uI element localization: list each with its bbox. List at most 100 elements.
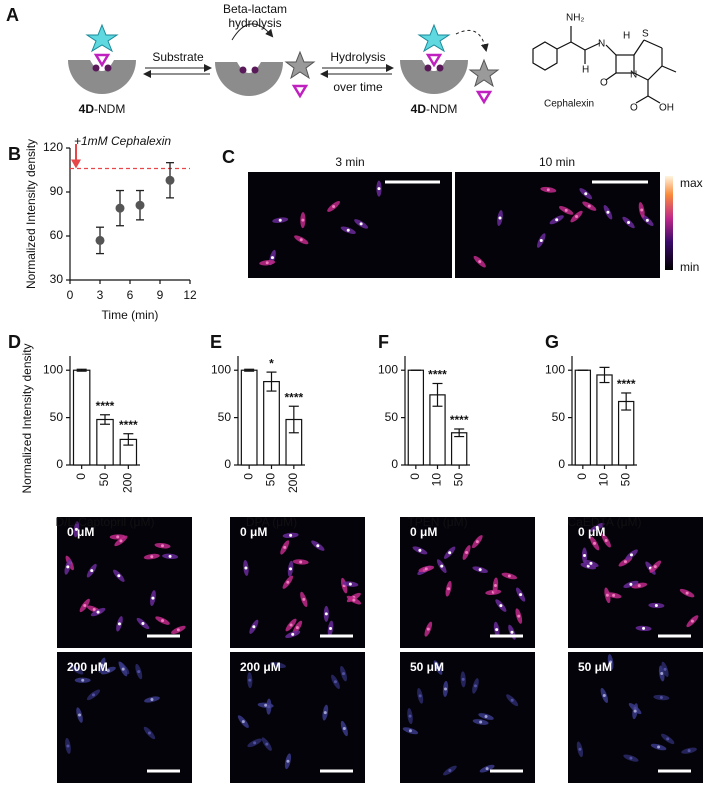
atom: N bbox=[630, 70, 637, 81]
cell-spot bbox=[324, 612, 328, 616]
x-tick-label: 200 bbox=[286, 473, 300, 493]
micrograph bbox=[455, 172, 660, 278]
enzyme-label-rest: -NDM bbox=[94, 102, 125, 116]
micrograph bbox=[248, 172, 452, 278]
cell-spot bbox=[595, 525, 599, 529]
cell-spot bbox=[90, 569, 94, 573]
cell-spot bbox=[346, 228, 350, 232]
cell-spot bbox=[584, 192, 588, 196]
cell-spot bbox=[74, 527, 78, 531]
panel-label: F bbox=[378, 332, 389, 352]
arrow-label: Beta-lactam bbox=[223, 2, 287, 16]
x-axis-label: TPEN (μM) bbox=[407, 515, 467, 529]
x-tick-label: 6 bbox=[127, 288, 134, 302]
cell-spot bbox=[654, 604, 658, 608]
enzyme bbox=[400, 23, 500, 105]
cell-spot bbox=[161, 544, 165, 548]
x-tick-label: 12 bbox=[183, 288, 197, 302]
cell-spot bbox=[276, 663, 280, 667]
cell-spot bbox=[83, 603, 87, 607]
cell-spot bbox=[461, 677, 465, 681]
cell-spot bbox=[478, 260, 482, 264]
enzyme bbox=[215, 62, 283, 96]
enzyme-label: 4D-NDM bbox=[79, 102, 126, 116]
cell-spot bbox=[352, 598, 356, 602]
cell-spot bbox=[609, 660, 613, 664]
cell-spot bbox=[377, 187, 381, 191]
enzyme-label-bold: 4D bbox=[79, 102, 95, 116]
product bbox=[284, 50, 316, 99]
bar bbox=[407, 369, 425, 466]
cell-spot bbox=[151, 596, 155, 600]
cell-spot bbox=[119, 539, 123, 543]
cell-spot bbox=[286, 580, 290, 584]
x-axis-label: Time (min) bbox=[102, 308, 159, 322]
cell-spot bbox=[448, 768, 452, 772]
cell-spot bbox=[685, 591, 689, 595]
cell-spot bbox=[555, 218, 559, 222]
cell-spot bbox=[75, 668, 79, 672]
cell-spot bbox=[81, 678, 85, 682]
cell-spot bbox=[348, 582, 352, 586]
cell-spot bbox=[640, 208, 644, 212]
cell-spot bbox=[690, 619, 694, 623]
cell-spot bbox=[137, 670, 141, 674]
atom: H bbox=[623, 31, 630, 42]
cell-spot bbox=[498, 216, 502, 220]
image-title: 3 min bbox=[335, 155, 364, 169]
image-background bbox=[400, 652, 535, 783]
point bbox=[115, 203, 125, 213]
significance: * bbox=[269, 356, 274, 370]
cell-spot bbox=[575, 215, 579, 219]
significance: **** bbox=[617, 377, 636, 391]
image-label: 200 μM bbox=[67, 660, 108, 674]
panel-label: G bbox=[545, 332, 559, 352]
y-tick-label: 100 bbox=[378, 362, 398, 376]
enzyme-label-rest: -NDM bbox=[426, 102, 457, 116]
y-tick-label: 30 bbox=[50, 272, 64, 286]
y-tick-label: 120 bbox=[43, 140, 63, 154]
micrograph bbox=[230, 517, 365, 648]
cell-spot bbox=[100, 663, 104, 667]
cell-spot bbox=[418, 548, 422, 552]
arrow-label: Substrate bbox=[152, 50, 204, 64]
cell-spot bbox=[593, 541, 597, 545]
y-tick-label: 100 bbox=[43, 362, 63, 376]
x-tick-label: 50 bbox=[618, 473, 632, 487]
y-tick-label: 50 bbox=[218, 410, 232, 424]
x-tick-label: 0 bbox=[408, 473, 422, 480]
x-tick-label: 0 bbox=[241, 473, 255, 480]
x-axis-label: DPA (μM) bbox=[246, 515, 297, 529]
arrow-label: over time bbox=[333, 80, 383, 94]
point bbox=[165, 175, 175, 185]
y-axis-label: Normalized Intensity density bbox=[20, 343, 34, 493]
cell-spot bbox=[333, 680, 337, 684]
cell-spot bbox=[241, 720, 245, 724]
cell-spot bbox=[666, 737, 670, 741]
x-tick-label: 0 bbox=[67, 288, 74, 302]
cell-spot bbox=[283, 545, 287, 549]
atom: O bbox=[630, 103, 638, 114]
panel-label: A bbox=[6, 5, 19, 25]
bar bbox=[96, 418, 114, 466]
cell-spot bbox=[546, 188, 550, 192]
bar bbox=[574, 369, 592, 466]
atom: S bbox=[642, 29, 649, 40]
x-tick-label: 10 bbox=[597, 473, 611, 487]
cell-spot bbox=[605, 593, 609, 597]
cell-spot bbox=[479, 720, 483, 724]
bar bbox=[72, 369, 91, 466]
cell-spot bbox=[117, 622, 121, 626]
cell-spot bbox=[436, 666, 440, 670]
cell-spot bbox=[539, 239, 543, 243]
cell-spot bbox=[278, 218, 282, 222]
image-background bbox=[248, 172, 452, 278]
image-label: 0 μM bbox=[240, 525, 267, 539]
cell-spot bbox=[66, 744, 70, 748]
micrograph bbox=[400, 652, 535, 783]
x-tick-label: 0 bbox=[575, 473, 589, 480]
atom: H bbox=[582, 65, 589, 76]
cell-spot bbox=[150, 555, 154, 559]
bar bbox=[263, 380, 280, 466]
